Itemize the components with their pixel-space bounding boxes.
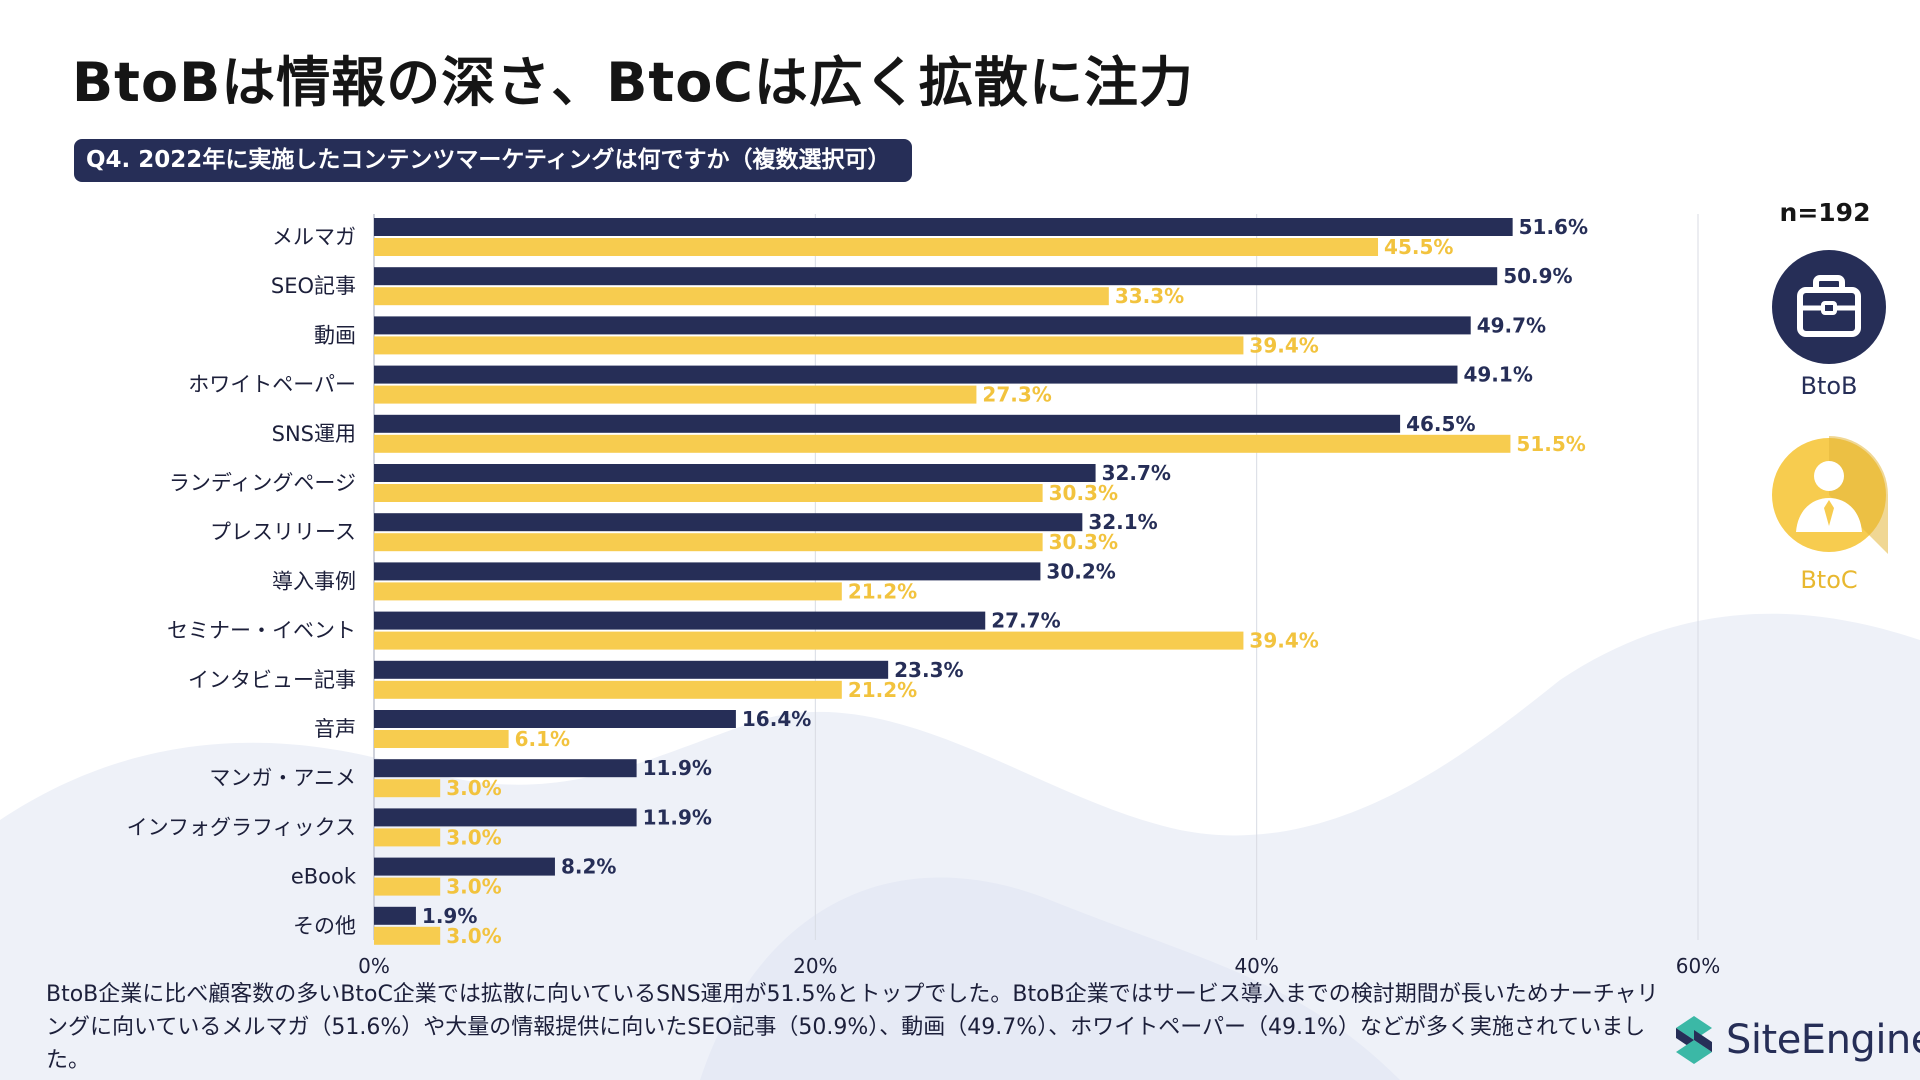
- category-label: eBook: [291, 865, 357, 889]
- category-label: ホワイトペーパー: [188, 373, 356, 397]
- sample-size: n=192: [1779, 198, 1871, 227]
- btoc-value-label: 30.3%: [1049, 530, 1118, 554]
- btoc-value-label: 33.3%: [1115, 284, 1184, 308]
- btoc-value-label: 3.0%: [446, 924, 501, 948]
- btob-bar: [374, 562, 1041, 581]
- btob-value-label: 49.7%: [1477, 313, 1546, 337]
- btoc-bar: [374, 385, 977, 404]
- btoc-bar: [374, 828, 441, 847]
- btoc-value-label: 6.1%: [515, 727, 570, 751]
- btoc-value-label: 39.4%: [1249, 629, 1318, 653]
- btob-bar: [374, 906, 416, 925]
- category-label: メルマガ: [272, 225, 356, 249]
- btob-value-label: 49.1%: [1463, 363, 1532, 387]
- btoc-value-label: 45.5%: [1384, 235, 1453, 259]
- btoc-bar: [374, 484, 1043, 502]
- btob-value-label: 11.9%: [643, 756, 712, 780]
- btob-bar: [374, 267, 1498, 286]
- btob-value-label: 50.9%: [1503, 264, 1572, 288]
- btoc-bar: [374, 434, 1511, 453]
- bar-chart: 0% 20% 40% 60% メルマガ 51.6% 45.5% SEO記事 50.9% 33.3%…: [127, 214, 1721, 978]
- btob-value-label: 46.5%: [1406, 412, 1475, 436]
- btoc-value-label: 21.2%: [848, 678, 917, 702]
- x-tick-label: 60%: [1676, 954, 1720, 978]
- btoc-bar: [374, 680, 842, 699]
- category-label: 音声: [314, 717, 356, 741]
- site-engine-logo-icon: [1676, 1016, 1712, 1064]
- btob-bar: [374, 660, 889, 679]
- btoc-bar: [374, 877, 441, 896]
- btob-bar: [374, 759, 637, 778]
- btob-bar: [374, 218, 1513, 236]
- btoc-value-label: 27.3%: [982, 383, 1051, 407]
- category-label: インフォグラフィックス: [127, 815, 356, 839]
- btoc-bar: [374, 631, 1244, 650]
- category-label: セミナー・イベント: [167, 619, 356, 643]
- btob-value-label: 32.7%: [1102, 461, 1171, 485]
- legend-btoc-label: BtoC: [1800, 566, 1858, 594]
- category-label: 導入事例: [272, 569, 356, 593]
- btob-bar: [374, 464, 1096, 482]
- btob-value-label: 51.6%: [1519, 215, 1588, 239]
- btob-value-label: 23.3%: [894, 658, 963, 682]
- btob-bar: [374, 414, 1401, 433]
- btob-bar: [374, 857, 555, 876]
- btob-value-label: 27.7%: [991, 609, 1060, 633]
- category-label: SEO記事: [271, 274, 356, 298]
- brand-name: SiteEngine: [1726, 1017, 1920, 1063]
- btob-value-label: 16.4%: [742, 707, 811, 731]
- btoc-value-label: 3.0%: [446, 825, 501, 849]
- category-label: インタビュー記事: [188, 668, 356, 692]
- btoc-bar: [374, 238, 1379, 256]
- btoc-value-label: 51.5%: [1516, 432, 1585, 456]
- btoc-value-label: 39.4%: [1249, 333, 1318, 357]
- btoc-bar: [374, 779, 441, 798]
- btoc-bar: [374, 533, 1043, 552]
- btoc-bar: [374, 287, 1109, 306]
- btoc-value-label: 21.2%: [848, 579, 917, 603]
- x-tick-label: 40%: [1234, 954, 1278, 978]
- btob-value-label: 1.9%: [422, 904, 477, 928]
- bars-layer: [374, 218, 1513, 945]
- brand-logo: SiteEngine: [1668, 1010, 1920, 1070]
- question-label: Q4. 2022年に実施したコンテンツマーケティングは何ですか（複数選択可）: [74, 139, 913, 182]
- category-label: プレスリリース: [210, 520, 356, 544]
- btoc-value-label: 3.0%: [446, 776, 501, 800]
- category-label: マンガ・アニメ: [209, 766, 356, 790]
- btob-value-label: 11.9%: [643, 805, 712, 829]
- labels-layer: 0% 20% 40% 60% メルマガ 51.6% 45.5% SEO記事 50.9% 33.3%…: [127, 215, 1721, 978]
- btob-bar: [374, 316, 1471, 335]
- btob-bar: [374, 611, 986, 630]
- btoc-bar: [374, 336, 1244, 355]
- x-tick-label: 0%: [358, 954, 390, 978]
- btob-value-label: 8.2%: [561, 855, 616, 879]
- btoc-value-label: 30.3%: [1049, 481, 1118, 505]
- btoc-bar: [374, 582, 842, 601]
- btob-bar: [374, 808, 637, 827]
- page-title: BtoBは情報の深さ、BtoCは広く拡散に注力: [72, 51, 1194, 114]
- btob-bar: [374, 513, 1083, 532]
- category-label: ランディングページ: [169, 471, 356, 495]
- x-tick-label: 20%: [793, 954, 837, 978]
- btob-value-label: 30.2%: [1046, 559, 1115, 583]
- btoc-bar: [374, 730, 509, 748]
- category-label: SNS運用: [272, 422, 356, 446]
- btoc-value-label: 3.0%: [446, 875, 501, 899]
- btob-bar: [374, 710, 736, 728]
- btob-bar: [374, 365, 1458, 384]
- btoc-bar: [374, 926, 441, 945]
- briefcase-icon: [1772, 250, 1886, 364]
- category-label: その他: [293, 914, 356, 938]
- person-icon: [1772, 436, 1888, 554]
- btob-value-label: 32.1%: [1088, 510, 1157, 534]
- legend-btob-label: BtoB: [1800, 372, 1858, 400]
- category-label: 動画: [314, 323, 356, 347]
- footer-note: BtoB企業に比べ顧客数の多いBtoC企業では拡散に向いているSNS運用が51.…: [46, 982, 1659, 1073]
